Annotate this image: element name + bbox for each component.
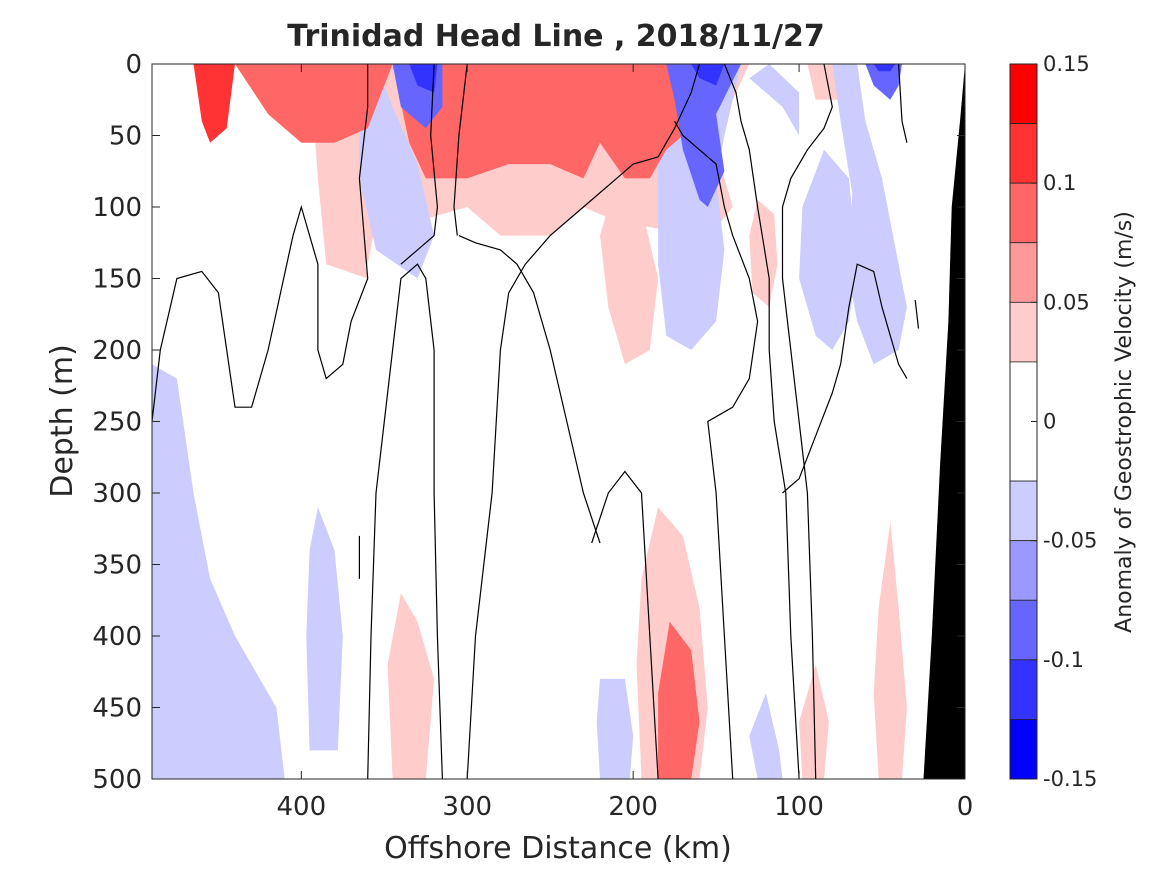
contour-fill-region xyxy=(658,621,700,779)
colorbar-tick-label: 0.1 xyxy=(1043,171,1076,195)
y-tick-label: 50 xyxy=(109,122,142,152)
zero-contour-line xyxy=(781,64,833,779)
x-tick-label: 300 xyxy=(442,792,492,822)
y-axis-label: Depth (m) xyxy=(45,344,80,498)
contour-fill-region xyxy=(749,693,783,779)
x-tick-label: 0 xyxy=(957,792,974,822)
contour-fill-region xyxy=(749,199,778,308)
contour-fill-region xyxy=(832,64,907,365)
contour-fill-region xyxy=(596,678,634,779)
zero-contour-line xyxy=(152,64,369,422)
contour-fill-region xyxy=(409,64,438,93)
contour-fill-region xyxy=(306,507,343,751)
zero-contour-line xyxy=(723,64,800,779)
y-tick-label: 450 xyxy=(92,694,142,724)
contour-fill-region xyxy=(152,64,285,779)
colorbar-tick-label: -0.15 xyxy=(1043,767,1097,791)
x-axis-label: Offshore Distance (km) xyxy=(384,831,732,866)
colorbar-segment xyxy=(1009,599,1038,661)
colorbar-tick-label: 0.15 xyxy=(1043,52,1090,76)
y-tick-label: 0 xyxy=(125,50,142,80)
zero-contour-line xyxy=(400,64,439,265)
contour-fill-region xyxy=(666,64,741,207)
colorbar-segment xyxy=(1009,480,1038,542)
y-tick-label: 400 xyxy=(92,622,142,652)
bathymetry xyxy=(923,64,965,779)
contour-fill-region xyxy=(168,64,235,143)
colorbar xyxy=(1009,63,1038,780)
x-tick-label: 100 xyxy=(774,792,824,822)
plot-area xyxy=(151,63,966,780)
colorbar-tick-label: 0.05 xyxy=(1043,290,1090,314)
colorbar-segment xyxy=(1009,63,1038,124)
contour-fill-region xyxy=(387,593,435,779)
contour-fill-region xyxy=(865,64,902,100)
zero-contour-line xyxy=(466,64,701,779)
colorbar-ticks: 0.15 0.1 0.05 0 -0.05 -0.1 -0.15 xyxy=(1031,52,1097,791)
zero-contour-line xyxy=(367,263,443,779)
contour-fill-region xyxy=(359,64,435,279)
zero-contours xyxy=(152,64,920,779)
colorbar-segment xyxy=(1009,659,1038,720)
x-tick-label: 200 xyxy=(608,792,658,822)
chart-title: Trinidad Head Line , 2018/11/27 xyxy=(287,19,824,54)
y-axis: 0 50 100 150 200 250 300 350 400 450 500 xyxy=(92,50,965,795)
colorbar-tick-label: -0.05 xyxy=(1043,529,1097,553)
y-tick-label: 250 xyxy=(92,408,142,438)
x-tick-label: 400 xyxy=(277,792,327,822)
colorbar-segment xyxy=(1009,123,1038,184)
x-axis: 400 300 200 100 0 xyxy=(277,64,974,822)
zero-contour-line xyxy=(782,263,908,494)
zero-contour-line xyxy=(591,470,659,779)
contour-fill-region xyxy=(799,149,858,350)
colorbar-tick-label: 0 xyxy=(1043,410,1056,434)
y-tick-label: 500 xyxy=(92,765,142,795)
y-tick-label: 100 xyxy=(92,193,142,223)
colorbar-segment xyxy=(1009,719,1038,780)
colorbar-tick-label: -0.1 xyxy=(1043,648,1084,672)
contour-fill-region xyxy=(600,178,659,365)
contour-fills xyxy=(152,64,907,779)
y-tick-label: 150 xyxy=(92,265,142,295)
colorbar-segment xyxy=(1009,182,1038,244)
zero-contour-line xyxy=(674,120,759,779)
contour-fill-region xyxy=(807,64,841,100)
bathymetry-fill xyxy=(923,64,965,779)
colorbar-label: Anomaly of Geostrophic Velocity (m/s) xyxy=(1112,211,1137,633)
y-tick-label: 200 xyxy=(92,336,142,366)
contour-fill-region xyxy=(873,521,907,779)
colorbar-segment xyxy=(1009,301,1038,363)
zero-contour-line xyxy=(898,64,908,143)
zero-contour-line xyxy=(453,64,468,236)
y-tick-label: 350 xyxy=(92,551,142,581)
contour-fill-region xyxy=(691,64,725,86)
zero-contour-line xyxy=(914,299,920,329)
colorbar-segment xyxy=(1009,242,1038,303)
contour-fill-region xyxy=(749,64,800,136)
zero-contour-line xyxy=(458,235,601,544)
contour-fill-region xyxy=(873,64,896,72)
colorbar-segment xyxy=(1009,540,1038,601)
y-tick-label: 300 xyxy=(92,479,142,509)
